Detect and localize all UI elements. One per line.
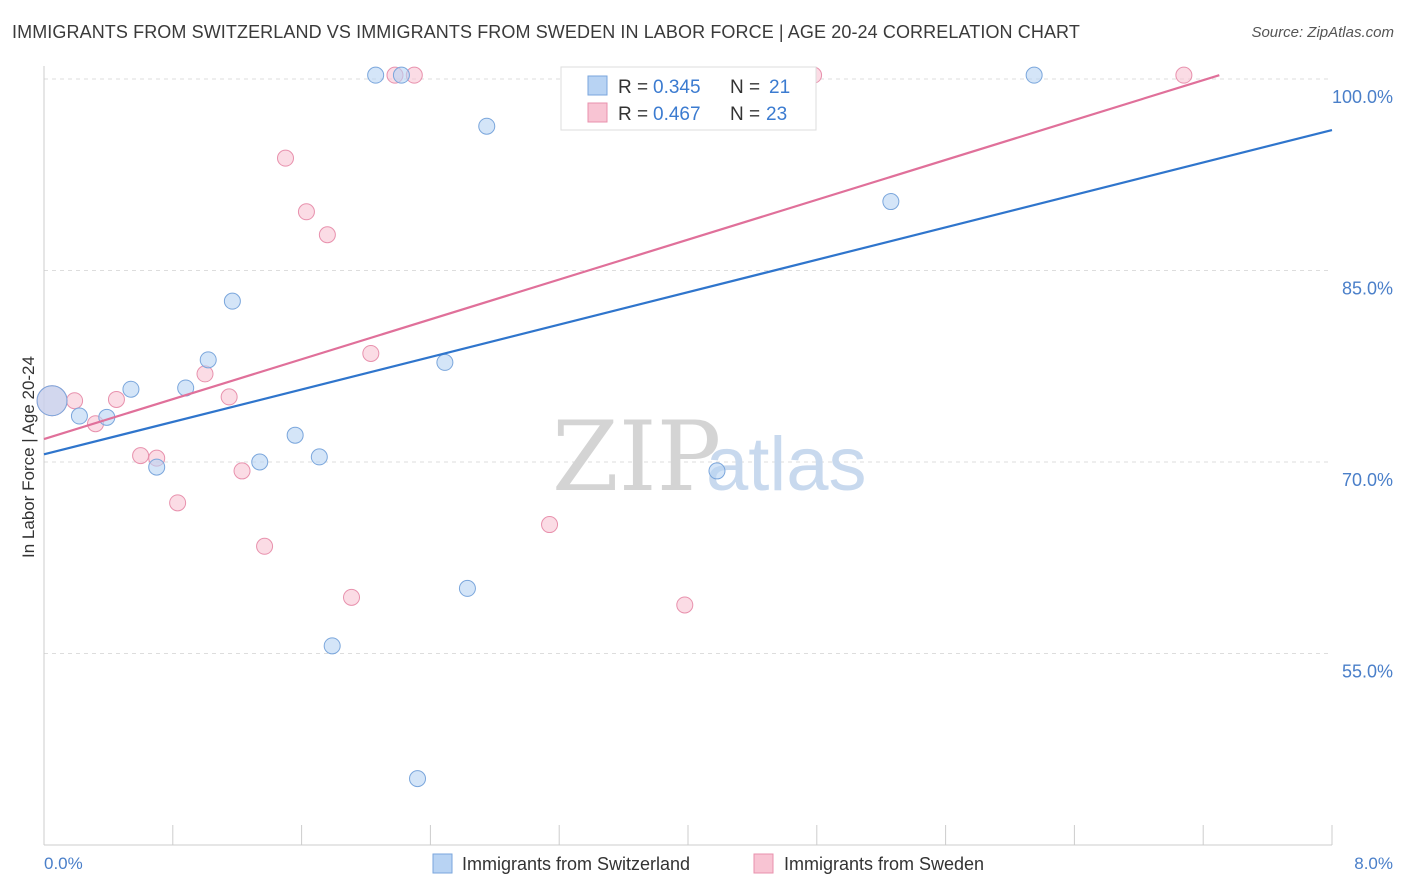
- stats-n-label-sweden: N =: [730, 104, 760, 125]
- switzerland-point: [199, 351, 217, 369]
- sweden-point: [66, 392, 84, 410]
- switzerland-point: [310, 448, 328, 466]
- stats-r-value-sweden: 0.467: [653, 104, 701, 125]
- sweden-point: [196, 365, 214, 383]
- y-axis-label: In Labor Force | Age 20-24: [19, 356, 38, 558]
- legend-label-sweden: Immigrants from Sweden: [784, 854, 984, 874]
- legend-label-switzerland: Immigrants from Switzerland: [462, 854, 690, 874]
- legend-swatch-switzerland: [432, 853, 453, 874]
- sweden-point: [277, 149, 294, 167]
- sweden-point: [318, 226, 336, 244]
- switzerland-point: [392, 66, 410, 84]
- switzerland-point: [323, 637, 341, 655]
- sweden-point: [362, 344, 380, 362]
- y-tick-label-layer: 55.0% 70.0% 85.0% 100.0%: [1332, 87, 1393, 682]
- switzerland-point: [1025, 66, 1043, 84]
- stats-n-label-switzerland: N =: [730, 77, 760, 98]
- y-tick-label: 70.0%: [1342, 470, 1393, 490]
- stats-legend: R = 0.345 N = 21 R = 0.467 N = 23: [560, 66, 817, 131]
- switzerland-point: [148, 458, 166, 476]
- stats-r-label-sweden: R =: [618, 104, 648, 125]
- x-tick-label-min: 0.0%: [44, 854, 83, 873]
- legend-swatch-sweden: [753, 853, 774, 874]
- stats-legend-swatch-sweden: [587, 102, 608, 123]
- points-layer: [36, 66, 1193, 788]
- watermark-atlas: atlas: [706, 422, 867, 507]
- switzerland-trend-line: [43, 128, 1333, 456]
- sweden-point: [169, 494, 187, 512]
- watermark: ZIP atlas: [552, 401, 867, 513]
- sweden-point: [233, 462, 251, 480]
- trend-layer: [43, 74, 1333, 456]
- source-label: Source: ZipAtlas.com: [1251, 24, 1394, 41]
- switzerland-point: [367, 66, 385, 84]
- stats-n-value-sweden: 23: [766, 104, 787, 125]
- switzerland-point: [436, 353, 454, 371]
- sweden-point: [107, 390, 125, 408]
- y-tick-label: 100.0%: [1332, 87, 1393, 107]
- switzerland-point: [36, 385, 68, 417]
- stats-n-value-switzerland: 21: [769, 77, 790, 98]
- stats-legend-swatch-switzerland: [587, 75, 608, 96]
- stats-r-label-switzerland: R =: [618, 77, 648, 98]
- stats-r-value-switzerland: 0.345: [653, 77, 701, 98]
- sweden-point: [1175, 66, 1193, 84]
- x-tick-layer: [172, 825, 1333, 845]
- chart-title: IMMIGRANTS FROM SWITZERLAND VS IMMIGRANT…: [12, 22, 1080, 42]
- watermark-zip: ZIP: [552, 401, 721, 513]
- switzerland-point: [122, 380, 140, 398]
- series-legend: Immigrants from Switzerland Immigrants f…: [432, 853, 984, 874]
- switzerland-point: [223, 292, 241, 310]
- switzerland-point: [882, 193, 900, 211]
- switzerland-point: [251, 453, 269, 471]
- switzerland-point: [478, 117, 496, 135]
- sweden-point: [256, 537, 274, 555]
- y-tick-label: 85.0%: [1342, 278, 1393, 298]
- switzerland-point: [70, 407, 88, 425]
- x-tick-label-max: 8.0%: [1354, 854, 1393, 873]
- y-tick-label: 55.0%: [1342, 662, 1393, 682]
- sweden-point: [132, 447, 150, 465]
- grid-layer: [44, 78, 1332, 655]
- switzerland-point: [409, 770, 427, 788]
- switzerland-point: [458, 579, 476, 597]
- sweden-trend-line: [43, 74, 1220, 441]
- sweden-point: [220, 388, 238, 406]
- sweden-point: [297, 203, 315, 221]
- sweden-point: [343, 588, 361, 606]
- sweden-point: [676, 596, 694, 614]
- switzerland-point: [286, 426, 304, 444]
- sweden-point: [541, 516, 559, 534]
- switzerland-point: [708, 462, 726, 480]
